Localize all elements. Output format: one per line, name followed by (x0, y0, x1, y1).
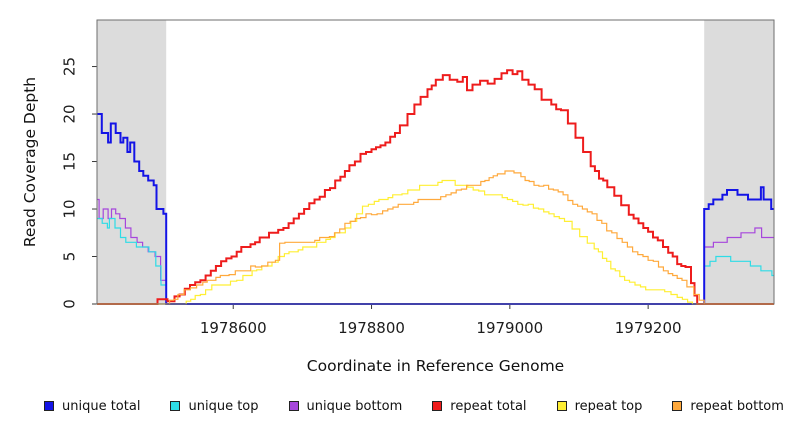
legend-swatch-repeat-top-icon (556, 401, 567, 411)
series-repeat-total-line (97, 69, 774, 305)
series-unique-total-line (97, 113, 774, 305)
legend-item-unique-bottom: unique bottom (288, 398, 403, 414)
legend-label: unique bottom (306, 398, 403, 414)
legend-swatch-unique-bottom-icon (288, 401, 299, 411)
legend-swatch-unique-total-icon (44, 401, 54, 411)
legend-item-unique-total: unique total (44, 399, 140, 414)
x-tick-label: 1978800 (338, 319, 405, 337)
y-axis-title: Read Coverage Depth (21, 76, 39, 248)
legend-item-repeat-total: repeat total (432, 398, 527, 414)
legend-label: unique top (188, 398, 259, 414)
y-tick-label: 5 (61, 252, 79, 262)
legend-item-repeat-bottom: repeat bottom (672, 399, 784, 414)
legend-label: repeat top (574, 398, 643, 414)
y-tick-label: 25 (61, 57, 79, 76)
y-tick-label: 15 (61, 152, 79, 171)
legend-label: repeat total (450, 398, 527, 414)
legend-item-repeat-top: repeat top (556, 398, 643, 414)
x-axis-title: Coordinate in Reference Genome (306, 357, 565, 375)
legend-swatch-repeat-bottom-icon (672, 401, 683, 411)
x-tick-label: 1979000 (476, 319, 543, 337)
x-tick-label: 1979200 (615, 319, 682, 337)
series-repeat-bottom-line (97, 170, 774, 305)
plot-border (96, 19, 775, 305)
series-unique-bottom-line (97, 198, 774, 305)
y-tick-label: 10 (61, 199, 79, 218)
x-tick-label: 1978600 (200, 319, 267, 337)
legend: unique total unique top unique bottom repea… (44, 397, 784, 415)
legend-label: repeat bottom (690, 398, 784, 414)
legend-label: unique total (62, 398, 141, 414)
series-unique-top-line (97, 217, 774, 305)
legend-swatch-unique-top-icon (170, 401, 181, 411)
legend-item-unique-top: unique top (170, 398, 259, 414)
y-tick-label: 0 (61, 299, 79, 309)
legend-swatch-repeat-total-icon (432, 401, 443, 411)
y-tick-label: 20 (61, 104, 79, 123)
